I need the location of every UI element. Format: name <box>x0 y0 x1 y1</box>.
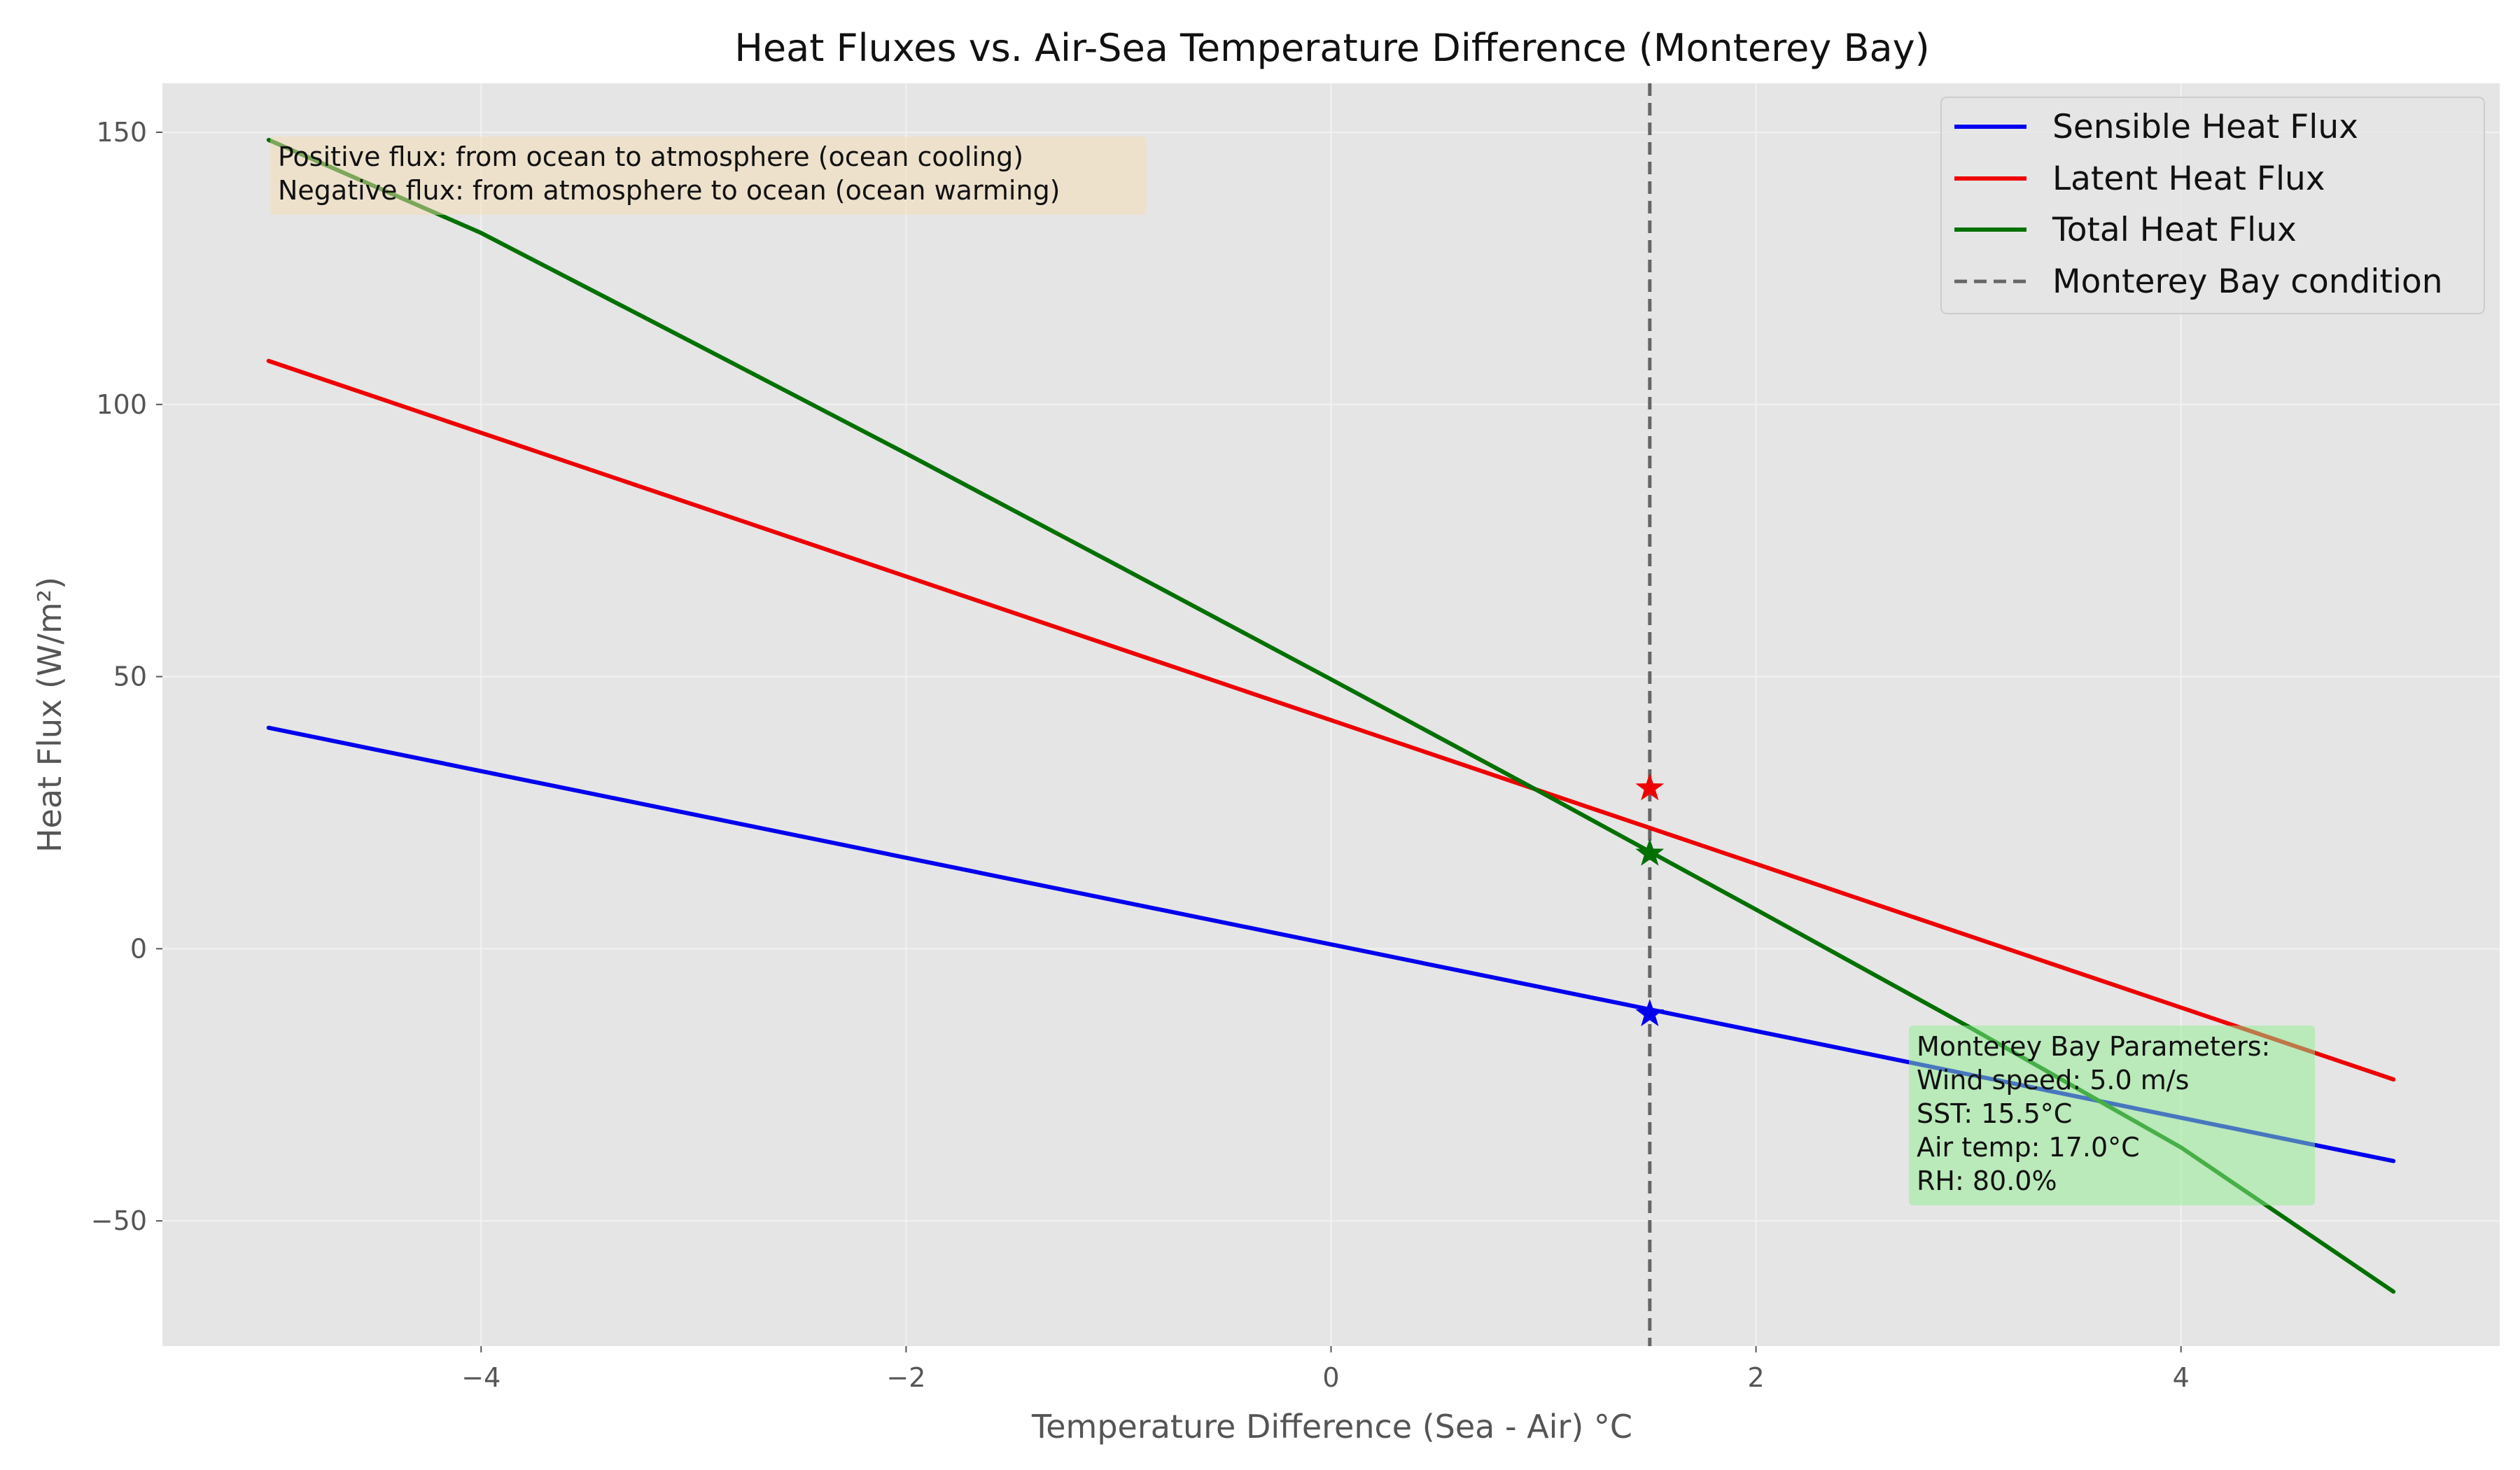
parameters-line-4: Air temp: 17.0°C <box>1917 1132 2140 1163</box>
legend: Sensible Heat Flux Latent Heat Flux Tota… <box>1940 97 2485 314</box>
x-tick-label-4: 4 <box>2173 1362 2190 1393</box>
x-tick-label-0: −4 <box>461 1362 500 1393</box>
y-tick-label-1: 0 <box>130 933 147 964</box>
legend-label-latent: Latent Heat Flux <box>2052 160 2325 198</box>
parameters-annotation: Monterey Bay Parameters: Wind speed: 5.0… <box>1909 1026 2315 1205</box>
parameters-line-5: RH: 80.0% <box>1917 1166 2057 1196</box>
latent-heat-flux-line <box>266 358 2396 1082</box>
legend-label-total: Total Heat Flux <box>2052 211 2297 249</box>
legend-label-sensible: Sensible Heat Flux <box>2052 108 2358 146</box>
parameters-line-3: SST: 15.5°C <box>1917 1098 2072 1129</box>
y-axis-ticks: −50 0 50 100 150 <box>91 117 162 1236</box>
condition-markers <box>1635 773 1665 1027</box>
legend-box <box>1940 97 2485 314</box>
flux-note-annotation: Positive flux: from ocean to atmosphere … <box>270 136 1147 215</box>
legend-label-condition: Monterey Bay condition <box>2052 262 2443 301</box>
x-tick-label-3: 2 <box>1747 1362 1764 1393</box>
total-heat-flux-marker <box>1635 838 1665 866</box>
flux-note-line-2: Negative flux: from atmosphere to ocean … <box>278 175 1060 206</box>
y-axis-label: Heat Flux (W/m²) <box>31 577 69 853</box>
y-tick-label-4: 150 <box>96 117 147 148</box>
x-tick-label-1: −2 <box>886 1362 925 1393</box>
sensible-heat-flux-marker <box>1635 999 1665 1027</box>
parameters-line-1: Monterey Bay Parameters: <box>1917 1031 2270 1062</box>
parameters-box <box>1909 1026 2315 1205</box>
latent-heat-flux-marker <box>1635 773 1665 801</box>
x-tick-label-2: 0 <box>1322 1362 1339 1393</box>
flux-note-box <box>270 136 1147 215</box>
x-axis-label: Temperature Difference (Sea - Air) °C <box>1031 1408 1632 1446</box>
y-tick-label-0: −50 <box>91 1205 147 1236</box>
y-tick-label-3: 100 <box>96 389 147 420</box>
flux-note-line-1: Positive flux: from ocean to atmosphere … <box>278 141 1023 172</box>
y-tick-label-2: 50 <box>113 662 147 692</box>
parameters-line-2: Wind speed: 5.0 m/s <box>1917 1065 2189 1096</box>
x-axis-ticks: −4 −2 0 2 4 <box>461 1346 2190 1393</box>
chart-title: Heat Fluxes vs. Air-Sea Temperature Diff… <box>734 26 1929 70</box>
